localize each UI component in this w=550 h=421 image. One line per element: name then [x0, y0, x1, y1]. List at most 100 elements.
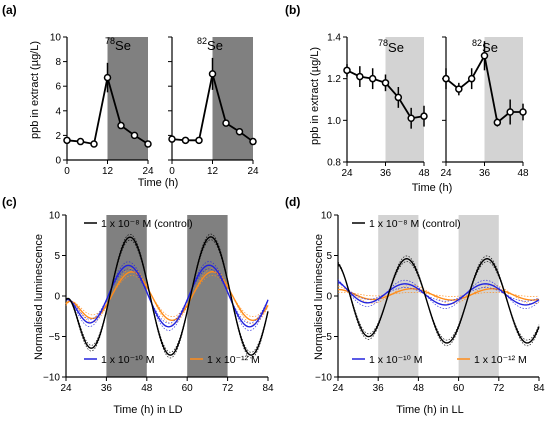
panel-d-line-m12 [337, 288, 540, 301]
panel-b-xtick-label-0-2: 48 [418, 168, 430, 179]
panel-d-label: (d) [285, 195, 300, 209]
panel-b-y-axis-label: ppb in extract (µg/L) [309, 47, 321, 145]
panel-d-ytick-label-3: 5 [326, 251, 332, 262]
panel-a-ytick-label-4: 8 [55, 57, 61, 68]
panel-c-ytick-label-1: −5 [49, 332, 61, 343]
panel-a-ytick-label-3: 6 [55, 82, 61, 93]
panel-b-left-isotope: 78Se [378, 38, 404, 55]
panel-d-xtick-label-4: 72 [493, 383, 505, 394]
panel-d-ytick-label-2: 0 [326, 292, 332, 303]
panel-b: (b) 0.8 1.0 1.2 1.4 24 36 48 24 36 48 78Se 82Se p… [285, 3, 529, 194]
panel-c-line-control [65, 236, 269, 356]
panel-b-sub-0: 0.8 1.0 1.2 1.4 24 36 48 [327, 33, 430, 180]
panel-a-xtick-label-1-2: 24 [247, 166, 259, 177]
panel-d: (d) −10 −5 0 5 10 24 36 48 60 72 84 Normalised lum… [285, 195, 545, 416]
panel-b-xtick-label-1-0: 24 [440, 168, 452, 179]
panel-b-point-0-1 [356, 72, 364, 81]
panel-c-xtick-label-1: 36 [101, 383, 113, 394]
panel-b-point-0-3 [381, 79, 390, 87]
panel-a-point-1-4 [222, 119, 230, 127]
panel-d-xtick-label-5: 84 [533, 383, 545, 394]
panel-d-legend-m12: 1 x 10⁻¹² M [474, 354, 527, 366]
panel-d-line-control [337, 258, 540, 344]
panel-d-band-m12-0 [337, 284, 540, 297]
panel-c-ytick-label-3: 5 [54, 251, 60, 262]
panel-b-point-1-3 [480, 52, 489, 60]
panel-d-shade-0 [378, 215, 419, 377]
panel-b-plot-area: 0.8 1.0 1.2 1.4 24 36 48 24 36 48 [327, 33, 529, 180]
panel-b-point-0-5 [407, 114, 415, 122]
panel-a-y-axis-label: ppb in extract (µg/L) [29, 41, 41, 139]
panel-a-ytick-label-5: 10 [50, 33, 62, 44]
panel-d-band-m10-1 [337, 282, 540, 309]
panel-a-ytick-label-0: 0 [55, 156, 61, 167]
panel-d-y-axis-label: Normalised luminescence [313, 234, 325, 360]
panel-c-band-m10-1 [65, 268, 269, 331]
panel-c-label: (c) [2, 195, 17, 209]
panel-c-plot-area: −10 −5 0 5 10 24 36 48 60 72 84 [43, 211, 274, 395]
panel-a-point-0-1 [76, 137, 85, 146]
panel-c-band-control-1 [65, 239, 269, 359]
panel-b-point-1-1 [455, 85, 463, 93]
panel-c-ytick-label-0: −10 [43, 373, 60, 384]
panel-a-point-1-6 [249, 137, 257, 146]
panel-d-ytick-label-0: −10 [315, 373, 332, 384]
panel-b-right-isotope: 82Se [472, 38, 498, 55]
panel-c-xtick-label-4: 72 [222, 383, 234, 394]
panel-a-x-axis-label: Time (h) [138, 177, 179, 189]
panel-c-line-m10 [65, 264, 269, 328]
panel-b-point-0-2 [368, 74, 377, 83]
panel-b-point-1-6 [519, 108, 527, 116]
panel-b-shade-1 [484, 37, 523, 162]
panel-d-series-m12 [337, 284, 540, 305]
panel-d-xtick-label-0: 24 [332, 383, 344, 394]
panel-b-point-1-0 [442, 74, 450, 83]
panel-d-xtick-label-1: 36 [373, 383, 385, 394]
panel-b-x-axis-label: Time (h) [412, 182, 453, 194]
panel-d-plot-area: −10 −5 0 5 10 24 36 48 60 72 84 [315, 211, 545, 395]
panel-d-legend-control: 1 x 10⁻⁸ M (control) [369, 218, 461, 230]
panel-c-xtick-label-5: 84 [262, 383, 274, 394]
panel-b-ytick-label-2: 1.2 [327, 74, 341, 85]
panel-c-ytick-label-2: 0 [54, 292, 60, 303]
panel-d-shade-1 [458, 215, 499, 377]
panel-c-y-axis-label: Normalised luminescence [33, 234, 45, 360]
panel-c-legend-control: 1 x 10⁻⁸ M (control) [101, 218, 193, 230]
panel-a-xtick-label-0-1: 12 [102, 166, 114, 177]
panel-b-sub-1: 24 36 48 [440, 36, 529, 179]
panel-a-point-0-2 [90, 140, 98, 148]
panel-b-label: (b) [285, 3, 300, 17]
panel-b-ytick-label-1: 1.0 [327, 116, 341, 127]
panel-b-point-1-4 [493, 118, 502, 127]
panel-b-shade-0 [385, 37, 424, 162]
panel-b-ytick-label-3: 1.4 [327, 33, 341, 44]
panel-a-point-0-5 [130, 131, 139, 140]
panel-d-legend: 1 x 10⁻⁸ M (control) 1 x 10⁻¹⁰ M 1 x 10⁻… [352, 218, 527, 366]
panel-c: (c) −10 −5 0 5 10 24 36 48 60 72 84 Normalised lum… [2, 195, 274, 416]
panel-c-series-control [65, 233, 269, 359]
panel-a-xtick-label-1-0: 0 [169, 166, 175, 177]
panel-c-xtick-label-3: 60 [182, 383, 194, 394]
panel-c-legend-m10: 1 x 10⁻¹⁰ M [101, 354, 155, 366]
panel-b-xtick-label-0-0: 24 [341, 168, 353, 179]
panel-a-point-0-0 [63, 136, 71, 145]
panel-c-band-control-0 [65, 233, 269, 353]
panel-a-left-isotope: 78Se [105, 36, 131, 53]
panel-d-legend-m10: 1 x 10⁻¹⁰ M [369, 354, 423, 366]
panel-b-point-0-6 [420, 112, 428, 120]
panel-b-point-0-0 [343, 66, 351, 75]
panel-a-xtick-label-0-2: 24 [142, 166, 154, 177]
panel-a-point-1-2 [195, 136, 203, 145]
panel-c-line-m12 [65, 270, 269, 322]
panel-a-sub-1: 0 12 24 [168, 36, 259, 177]
panel-b-point-1-2 [467, 74, 476, 83]
panel-a-point-0-4 [117, 121, 125, 130]
panel-c-band-m12-0 [65, 267, 269, 318]
panel-a-label: (a) [2, 3, 17, 17]
panel-a-xtick-label-0-0: 0 [64, 166, 70, 177]
panel-d-ytick-label-1: −5 [321, 332, 333, 343]
panel-b-xtick-label-1-1: 36 [479, 168, 491, 179]
panel-b-point-0-4 [394, 93, 403, 102]
